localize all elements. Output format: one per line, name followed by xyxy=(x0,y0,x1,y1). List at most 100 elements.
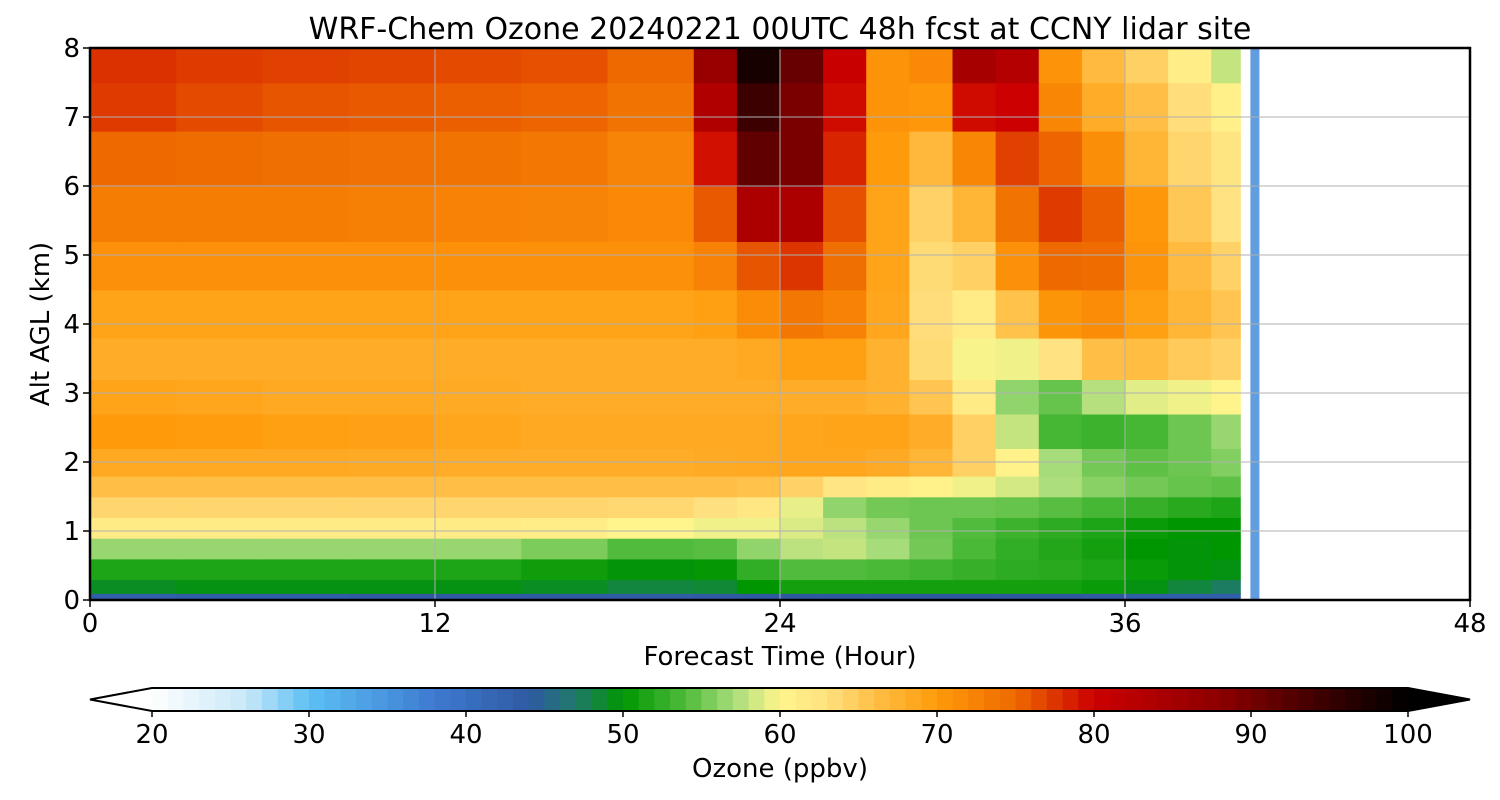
heatmap-cell xyxy=(909,413,954,449)
heatmap-cell xyxy=(1038,558,1083,581)
heatmap-cell xyxy=(435,337,523,380)
heatmap-cell xyxy=(909,496,954,518)
heatmap-cell xyxy=(435,558,523,581)
colorbar-step xyxy=(356,688,373,711)
heatmap-cell xyxy=(348,186,436,242)
heatmap-cell xyxy=(1168,186,1213,242)
heatmap-cell xyxy=(736,558,781,581)
heatmap-cell xyxy=(1038,186,1083,242)
heatmap-cell xyxy=(176,558,264,581)
heatmap-cell xyxy=(693,130,738,187)
heatmap-cell xyxy=(1125,517,1169,539)
heatmap-cell xyxy=(176,496,264,518)
heatmap-cell xyxy=(1168,496,1213,518)
heatmap-cell xyxy=(1125,496,1169,518)
heatmap-cell xyxy=(435,593,523,600)
heatmap-cell xyxy=(607,130,695,187)
heatmap-cell xyxy=(1125,186,1169,242)
heatmap-cell xyxy=(823,475,868,498)
heatmap-cell xyxy=(1125,241,1169,291)
heatmap-cell xyxy=(1211,593,1241,600)
heatmap-cell xyxy=(176,475,264,498)
heatmap-cell xyxy=(693,241,738,291)
heatmap-cell xyxy=(866,379,911,415)
heatmap-cell xyxy=(736,241,781,291)
colorbar-step xyxy=(199,688,216,711)
heatmap-cell xyxy=(1081,517,1126,539)
heatmap-cell xyxy=(348,48,436,84)
heatmap-cell xyxy=(736,379,781,415)
heatmap-cell xyxy=(521,130,609,187)
heatmap-cell xyxy=(90,517,178,539)
heatmap-cell xyxy=(90,413,178,449)
heatmap-cell xyxy=(736,475,781,498)
heatmap-cell xyxy=(435,475,523,498)
heatmap-cell xyxy=(607,337,695,380)
colorbar-step xyxy=(340,688,357,711)
heatmap-cell xyxy=(348,241,436,291)
heatmap-cell xyxy=(909,186,954,242)
heatmap-cell xyxy=(780,337,824,380)
heatmap-cell xyxy=(176,413,264,449)
heatmap-cell xyxy=(1038,496,1083,518)
chart-title: WRF-Chem Ozone 20240221 00UTC 48h fcst a… xyxy=(309,12,1252,47)
heatmap-cell xyxy=(348,82,436,132)
heatmap-cell xyxy=(952,48,997,84)
heatmap-cell xyxy=(909,558,954,581)
heatmap-cell xyxy=(521,337,609,380)
heatmap-cell xyxy=(90,186,178,242)
heatmap-cell xyxy=(952,186,997,242)
colorbar-step xyxy=(309,688,326,711)
heatmap-cell xyxy=(176,289,264,339)
heatmap-cell xyxy=(521,48,609,84)
heatmap-cell xyxy=(1211,517,1241,539)
colorbar-step xyxy=(1203,688,1221,711)
colorbar-step xyxy=(183,688,200,711)
colorbar-step xyxy=(795,688,812,711)
heatmap-cell xyxy=(348,496,436,518)
colorbar-step xyxy=(497,688,514,711)
heatmap-cell xyxy=(90,475,178,498)
heatmap-cell xyxy=(952,413,997,449)
heatmap-cell xyxy=(693,517,738,539)
colorbar-step xyxy=(1329,688,1346,711)
colorbar-step xyxy=(1078,688,1095,711)
y-tick-label: 4 xyxy=(63,310,80,340)
heatmap-cell xyxy=(693,496,738,518)
heatmap-cell xyxy=(1211,496,1241,518)
heatmap-cell xyxy=(1125,337,1169,380)
heatmap-cell xyxy=(952,537,997,560)
heatmap-cell xyxy=(823,82,868,132)
heatmap-cell xyxy=(262,593,350,600)
heatmap-cell xyxy=(262,82,350,132)
heatmap-cell xyxy=(521,289,609,339)
heatmap-cell xyxy=(780,593,824,600)
heatmap-cell xyxy=(521,82,609,132)
heatmap-cell xyxy=(348,379,436,415)
heatmap-cell xyxy=(1168,241,1213,291)
colorbar-step xyxy=(371,688,389,711)
heatmap-cell xyxy=(348,517,436,539)
heatmap-cell xyxy=(1168,289,1213,339)
heatmap-cell xyxy=(1125,579,1169,594)
heatmap-cell xyxy=(1168,337,1213,380)
heatmap-cell xyxy=(435,537,523,560)
colorbar-step xyxy=(937,688,954,711)
colorbar-step xyxy=(261,688,279,711)
colorbar-step xyxy=(1266,688,1283,711)
colorbar-step xyxy=(277,688,294,711)
colorbar-tick-label: 30 xyxy=(292,720,325,750)
heatmap-cell xyxy=(780,186,824,242)
heatmap-cell xyxy=(780,82,824,132)
heatmap-cell xyxy=(521,475,609,498)
heatmap-cell xyxy=(866,593,911,600)
heatmap-cell xyxy=(262,475,350,498)
heatmap-cell xyxy=(262,241,350,291)
heatmap-cell xyxy=(952,130,997,187)
heatmap-cell xyxy=(607,241,695,291)
colorbar-tick-label: 80 xyxy=(1077,720,1110,750)
heatmap-cell xyxy=(1125,413,1169,449)
x-tick-label: 0 xyxy=(82,609,99,639)
y-tick-label: 3 xyxy=(63,379,80,409)
heatmap-cell xyxy=(1125,379,1169,415)
